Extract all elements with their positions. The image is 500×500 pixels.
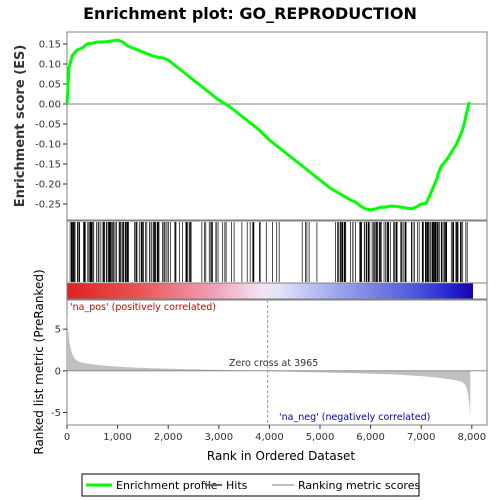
x-tick-label: 1,000: [103, 432, 132, 443]
hit-lines: [69, 222, 468, 282]
x-tick-label: 6,000: [356, 432, 385, 443]
metric-panel: 5 0 -5 'na_pos' (positively correlated) Ze…: [51, 299, 488, 426]
chart-title: Enrichment plot: GO_REPRODUCTION: [83, 4, 417, 23]
es-tick-label: 0.05: [39, 80, 61, 91]
es-axis-title: Enrichment score (ES): [13, 45, 28, 208]
metric-axis-title: Ranked list metric (PreRanked): [32, 269, 46, 454]
es-tick-label: 0.00: [39, 100, 61, 111]
x-axis-title: Rank in Ordered Dataset: [207, 449, 355, 463]
metric-tick-label: -5: [51, 408, 61, 419]
metric-axis-ticks: 5 0 -5: [51, 325, 67, 419]
metric-tick-label: 5: [55, 325, 61, 336]
legend-profile-label: Enrichment profile: [116, 479, 218, 492]
es-tick-label: 0.10: [39, 60, 61, 71]
enrichment-profile-line: [65, 38, 471, 212]
x-tick-label: 3,000: [204, 432, 233, 443]
es-tick-label: -0.20: [35, 180, 61, 191]
es-tick-label: -0.05: [35, 120, 61, 131]
x-axis-ticks: 0 1,000 2,000 3,000 4,000 5,000 6,000 7,000 8,00…: [64, 425, 486, 443]
zero-cross-label: Zero cross at 3965: [229, 358, 318, 369]
es-tick-label: -0.25: [35, 200, 61, 211]
es-tick-label: -0.10: [35, 140, 61, 151]
es-tick-label: -0.15: [35, 160, 61, 171]
x-tick-label: 5,000: [306, 432, 335, 443]
x-tick-label: 7,000: [407, 432, 436, 443]
x-tick-label: 0: [64, 432, 70, 443]
pos-correlated-label: 'na_pos' (positively correlated): [70, 302, 216, 313]
x-tick-label: 8,000: [457, 432, 486, 443]
ranking-color-bar: [66, 282, 488, 300]
neg-correlated-label: 'na_neg' (negatively correlated): [279, 412, 430, 423]
legend-metric-label: Ranking metric scores: [298, 479, 420, 492]
legend: Enrichment profile Hits Ranking metric s…: [81, 473, 420, 497]
hits-panel: [66, 220, 488, 284]
metric-tick-label: 0: [55, 366, 61, 377]
x-tick-label: 2,000: [154, 432, 183, 443]
es-axis-ticks: 0.15 0.10 0.05 0.00 -0.05 -0.10 -0.15 -0.20 -0.2…: [35, 40, 67, 211]
x-tick-label: 4,000: [255, 432, 284, 443]
es-panel: 0.15 0.10 0.05 0.00 -0.05 -0.10 -0.15 -0.20 -0.2…: [35, 31, 488, 221]
legend-hits-label: Hits: [226, 479, 248, 492]
es-tick-label: 0.15: [39, 40, 61, 51]
